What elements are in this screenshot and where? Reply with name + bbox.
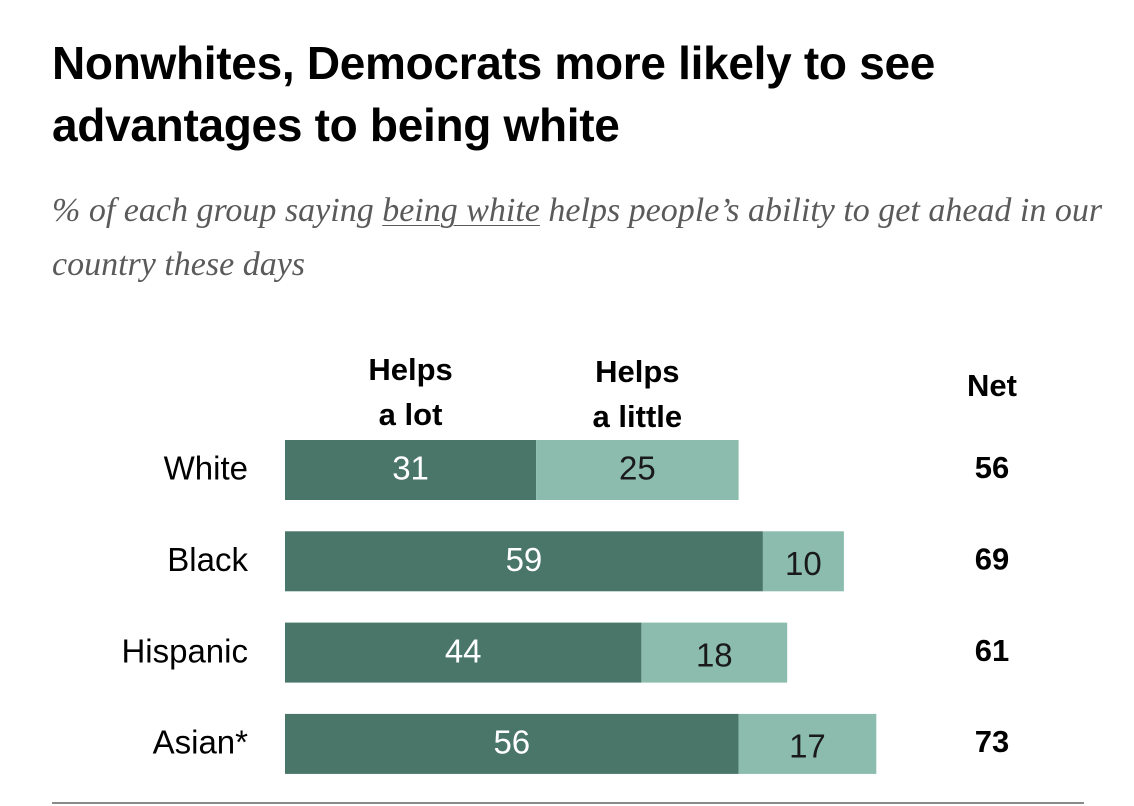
category-label: Hispanic bbox=[121, 632, 248, 669]
stacked-bar-chart: Helps a lot Helps a little Net White 31 25 56 Bla… bbox=[52, 352, 1084, 804]
category-label: Black bbox=[167, 541, 248, 578]
series-header-helps-a-lot-line-1: Helps bbox=[368, 352, 452, 387]
series-header-helps-a-little-line-1: Helps bbox=[595, 354, 679, 389]
data-label-helps-a-little: 17 bbox=[789, 728, 826, 765]
chart-title: Nonwhites, Democrats more likely to see … bbox=[52, 37, 936, 151]
bar-helps-a-lot bbox=[285, 531, 763, 592]
bar-helps-a-little bbox=[641, 622, 788, 683]
bar-helps-a-lot bbox=[285, 440, 537, 500]
data-label-helps-a-little: 10 bbox=[785, 545, 822, 582]
data-label-helps-a-little: 25 bbox=[619, 450, 656, 487]
data-label-helps-a-lot: 59 bbox=[506, 541, 543, 578]
bar-helps-a-little bbox=[536, 440, 739, 500]
subtitle-underlined-text: being white bbox=[382, 192, 540, 229]
net-column-header: Net bbox=[967, 368, 1017, 403]
net-value: 73 bbox=[975, 724, 1009, 759]
net-value: 69 bbox=[975, 541, 1009, 576]
bar-helps-a-lot bbox=[285, 622, 642, 683]
bar-helps-a-little bbox=[762, 531, 844, 592]
data-label-helps-a-lot: 44 bbox=[445, 632, 482, 669]
data-label-helps-a-lot: 31 bbox=[392, 450, 429, 487]
data-label-helps-a-little: 18 bbox=[696, 636, 733, 673]
series-header-helps-a-lot-line-2: a lot bbox=[379, 397, 443, 432]
chart-subtitle: % of each group saying being white helps… bbox=[52, 184, 1112, 292]
data-label-helps-a-lot: 56 bbox=[493, 724, 530, 761]
net-value: 61 bbox=[975, 633, 1009, 668]
bar-helps-a-little bbox=[738, 713, 877, 774]
series-header-helps-a-little-line-2: a little bbox=[593, 399, 683, 434]
subtitle-text-before: % of each group saying bbox=[52, 192, 383, 229]
category-label: Asian* bbox=[153, 724, 249, 761]
category-label: White bbox=[164, 450, 248, 487]
net-value: 56 bbox=[975, 450, 1009, 485]
subtitle-text-after: helps people’s ability to get ahead in o… bbox=[52, 192, 1103, 283]
bar-helps-a-lot bbox=[285, 713, 739, 774]
